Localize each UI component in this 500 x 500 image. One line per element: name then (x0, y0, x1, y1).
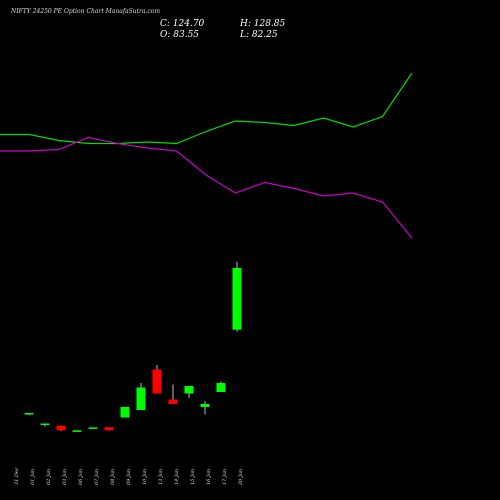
candle-body (168, 399, 178, 404)
x-tick-label: 09 Jan (126, 469, 132, 485)
x-tick-label: 08 Jan (110, 469, 116, 485)
chart-title: NIFTY 24250 PE Option Chart ManafaSutra.… (11, 8, 161, 15)
candle-body (104, 427, 114, 431)
candle-body (56, 425, 66, 431)
candle-body (136, 387, 146, 410)
candle-body (72, 430, 82, 432)
x-tick-label: 13 Jan (158, 469, 164, 485)
candle-body (40, 423, 50, 425)
candle-body (200, 404, 210, 407)
x-tick-label: 07 Jan (94, 469, 100, 485)
candle-body (216, 383, 226, 392)
x-tick-label: 01 Jan (30, 469, 36, 485)
x-tick-label: 03 Jan (62, 469, 68, 485)
close-value: C: 124.70 (160, 19, 205, 29)
x-tick-label: 15 Jan (190, 469, 196, 485)
open-value: O: 83.55 (160, 30, 200, 40)
x-tick-label: 16 Jan (206, 469, 212, 485)
candle-body (184, 386, 194, 394)
x-tick-label: 10 Jan (142, 469, 148, 485)
x-tick-label: 17 Jan (222, 469, 228, 485)
candle-body (88, 427, 98, 429)
x-tick-label: 14 Jan (174, 469, 180, 485)
candle-body (232, 267, 242, 330)
candle-body (120, 407, 130, 418)
x-tick-label: 06 Jan (78, 469, 84, 485)
candle-body (24, 413, 34, 415)
x-tick-label: 31 Dec (14, 467, 20, 485)
x-tick-label: 02 Jan (46, 469, 52, 485)
indicator-line-1 (0, 72, 413, 145)
candle-body (152, 369, 162, 394)
low-value: L: 82.25 (240, 30, 278, 40)
indicator-line-2 (0, 136, 413, 239)
x-tick-label: 20 Jan (238, 469, 244, 486)
high-value: H: 128.85 (240, 19, 286, 29)
